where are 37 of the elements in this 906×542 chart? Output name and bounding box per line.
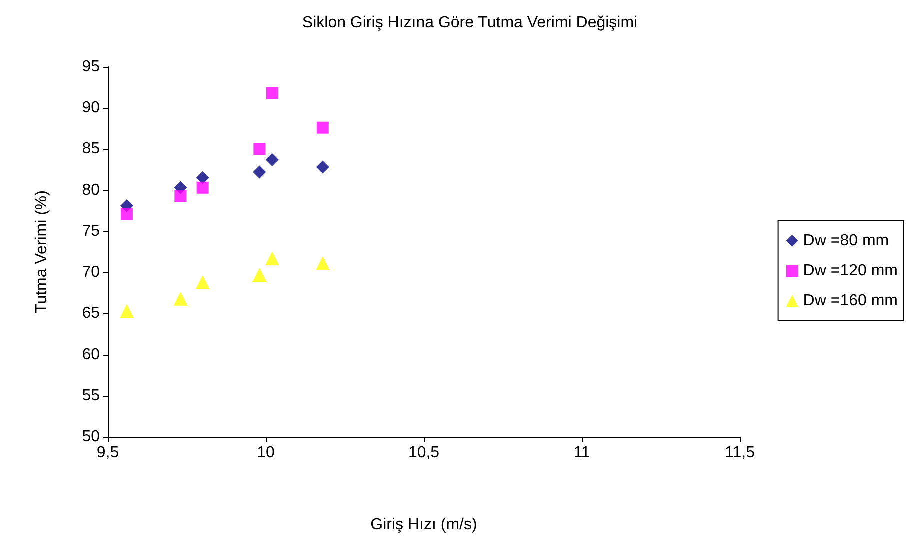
point: [266, 87, 278, 100]
point: [316, 256, 330, 271]
y-tick-label: 60: [82, 346, 100, 364]
point: [252, 268, 267, 282]
y-tick-label: 75: [82, 222, 100, 240]
point: [265, 252, 280, 266]
legend-label: Dw =80 mm: [803, 232, 890, 250]
x-tick-label: 11: [574, 444, 590, 462]
point: [253, 166, 266, 179]
point: [120, 208, 133, 220]
point: [196, 172, 210, 184]
point: [266, 153, 279, 166]
y-tick-label: 85: [82, 140, 100, 158]
point: [316, 160, 330, 174]
legend-label: Dw =120 mm: [803, 262, 898, 280]
x-tick-label: 9,5: [96, 444, 120, 462]
y-tick-label: 95: [82, 58, 100, 76]
y-tick-label: 65: [82, 305, 100, 322]
y-tick-label: 50: [82, 428, 100, 446]
x-tick-label: 11,5: [725, 444, 756, 462]
y-tick-label: 80: [82, 182, 100, 199]
point: [196, 182, 209, 194]
y-tick-label: 55: [82, 387, 100, 404]
point: [196, 275, 210, 290]
point: [120, 304, 134, 318]
x-tick-label: 10: [257, 444, 275, 462]
y-tick-label: 90: [82, 100, 100, 117]
x-axis-title: Giriş Hızı (m/s): [370, 516, 478, 534]
point: [174, 190, 187, 202]
chart-title: Siklon Giriş Hızına Göre Tutma Verimi Değişimi: [302, 14, 638, 32]
x-tick-label: 10,5: [408, 444, 440, 462]
point: [174, 292, 188, 306]
legend-label: Dw =160 mm: [803, 292, 898, 310]
point: [316, 122, 329, 134]
point: [254, 143, 266, 156]
y-axis-title: Tutma Verimi (%): [34, 190, 50, 314]
y-tick-label: 70: [82, 264, 100, 282]
